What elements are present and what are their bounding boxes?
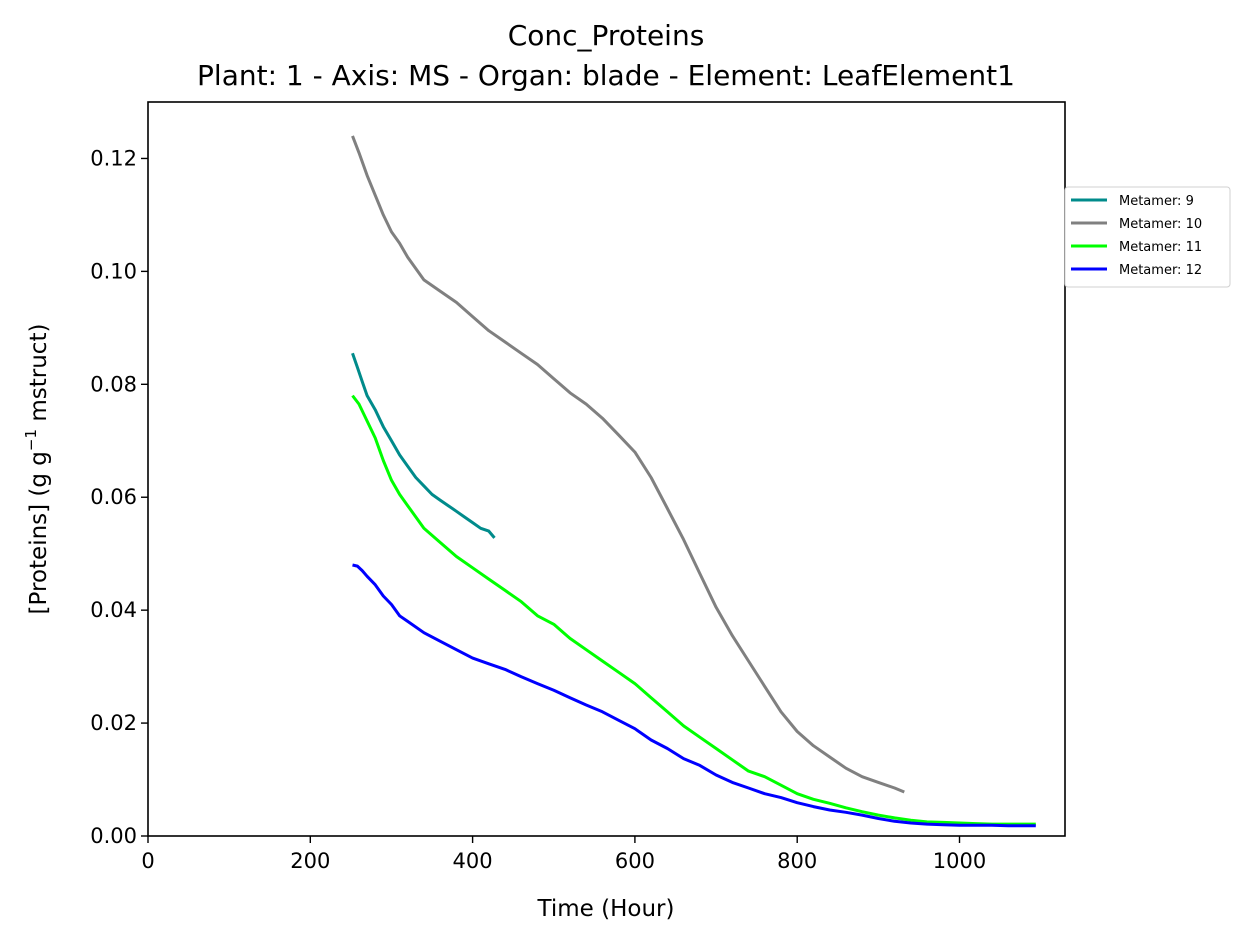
chart-subtitle: Plant: 1 - Axis: MS - Organ: blade - Ele… <box>197 59 1015 92</box>
y-tick-label: 0.06 <box>90 485 137 509</box>
plot-frame <box>147 101 1066 837</box>
x-tick-label: 0 <box>141 849 154 873</box>
y-tick-label: 0.02 <box>90 711 137 735</box>
x-tick-label: 400 <box>453 849 493 873</box>
x-axis-ticks: 0 200 400 600 800 1000 <box>141 836 986 873</box>
x-axis-label: Time (Hour) <box>537 896 675 922</box>
legend: Metamer: 9 Metamer: 10 Metamer: 11 Metamer:… <box>1064 186 1231 288</box>
series-line-2 <box>351 135 905 794</box>
y-axis-label-tail: mstruct) <box>26 324 52 429</box>
series-line-1 <box>351 352 496 539</box>
legend-label-2: Metamer: 10 <box>1119 217 1202 232</box>
y-tick-label: 0.08 <box>90 372 137 396</box>
plot-area <box>351 135 1036 828</box>
legend-label-3: Metamer: 11 <box>1119 240 1202 255</box>
legend-label-4: Metamer: 12 <box>1119 263 1202 278</box>
y-tick-label: 0.04 <box>90 598 137 622</box>
chart-title: Conc_Proteins <box>508 19 705 52</box>
y-tick-label: 0.00 <box>90 824 137 848</box>
y-axis-ticks: 0.00 0.02 0.04 0.06 0.08 0.10 0.12 <box>90 146 148 848</box>
legend-label-1: Metamer: 9 <box>1119 194 1194 209</box>
x-tick-label: 1000 <box>933 849 986 873</box>
legend-frame <box>1064 186 1231 288</box>
series-line-3 <box>351 394 1036 826</box>
y-axis-label-main: [Proteins] (g g <box>26 451 52 614</box>
y-axis-label-superscript: −1 <box>22 429 40 451</box>
y-axis-label: [Proteins] (g g−1 mstruct) <box>22 324 52 615</box>
series-line-4 <box>352 563 1036 828</box>
x-tick-label: 200 <box>290 849 330 873</box>
x-tick-label: 600 <box>615 849 655 873</box>
y-tick-label: 0.10 <box>90 259 137 283</box>
y-tick-label: 0.12 <box>90 146 137 170</box>
x-tick-label: 800 <box>777 849 817 873</box>
